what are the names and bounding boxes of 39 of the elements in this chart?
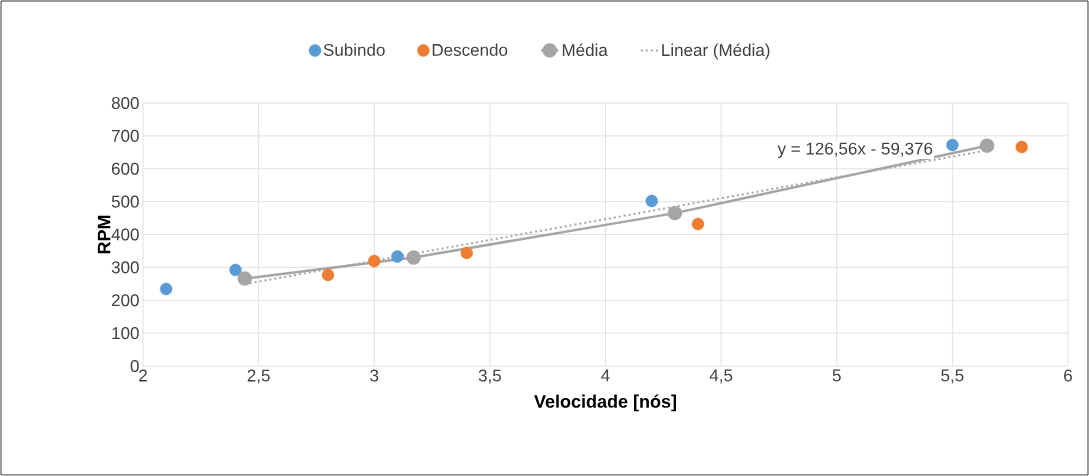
legend-label: Descendo bbox=[432, 43, 508, 56]
y-tick-label: 0 bbox=[130, 359, 139, 373]
y-tick-label: 600 bbox=[111, 162, 139, 175]
x-tick-label: 6 bbox=[1064, 369, 1072, 382]
annotation: y = 126,56x - 59,376 bbox=[777, 142, 933, 159]
x-axis-title: Velocidade [nós] bbox=[534, 394, 677, 412]
point bbox=[237, 271, 253, 286]
point bbox=[667, 205, 683, 221]
y-tick-label: 200 bbox=[111, 294, 139, 307]
point bbox=[159, 282, 173, 296]
legend-label: Média bbox=[562, 43, 608, 57]
y-tick-label: 500 bbox=[111, 195, 139, 208]
x-tick-label: 2,5 bbox=[247, 369, 270, 384]
x-tick-label: 5 bbox=[832, 369, 841, 382]
y-tick-label: 800 bbox=[111, 96, 139, 110]
x-tick-label: 5,5 bbox=[941, 369, 964, 384]
x-tick-label: 4 bbox=[601, 369, 610, 382]
y-tick-label: 300 bbox=[111, 261, 139, 274]
point bbox=[391, 250, 404, 263]
y-axis-title: RPM bbox=[97, 215, 111, 254]
point bbox=[368, 254, 381, 268]
y-tick-label: 100 bbox=[112, 327, 139, 340]
y-tick-label: 400 bbox=[111, 228, 139, 241]
point bbox=[946, 138, 959, 152]
point bbox=[645, 194, 658, 208]
y-tick-label: 700 bbox=[112, 129, 139, 142]
point bbox=[1015, 140, 1028, 154]
legend-label: Linear (Média) bbox=[662, 43, 770, 60]
x-tick-label: 2 bbox=[139, 369, 147, 382]
point bbox=[321, 268, 335, 282]
point bbox=[691, 217, 705, 231]
x-tick-label: 3,5 bbox=[478, 369, 501, 384]
x-tick-label: 4,5 bbox=[709, 369, 733, 384]
legend-label: Subindo bbox=[323, 43, 385, 56]
point bbox=[229, 263, 242, 277]
point bbox=[460, 246, 473, 260]
point bbox=[406, 250, 421, 265]
x-tick-label: 3 bbox=[370, 369, 379, 382]
point bbox=[979, 138, 995, 153]
